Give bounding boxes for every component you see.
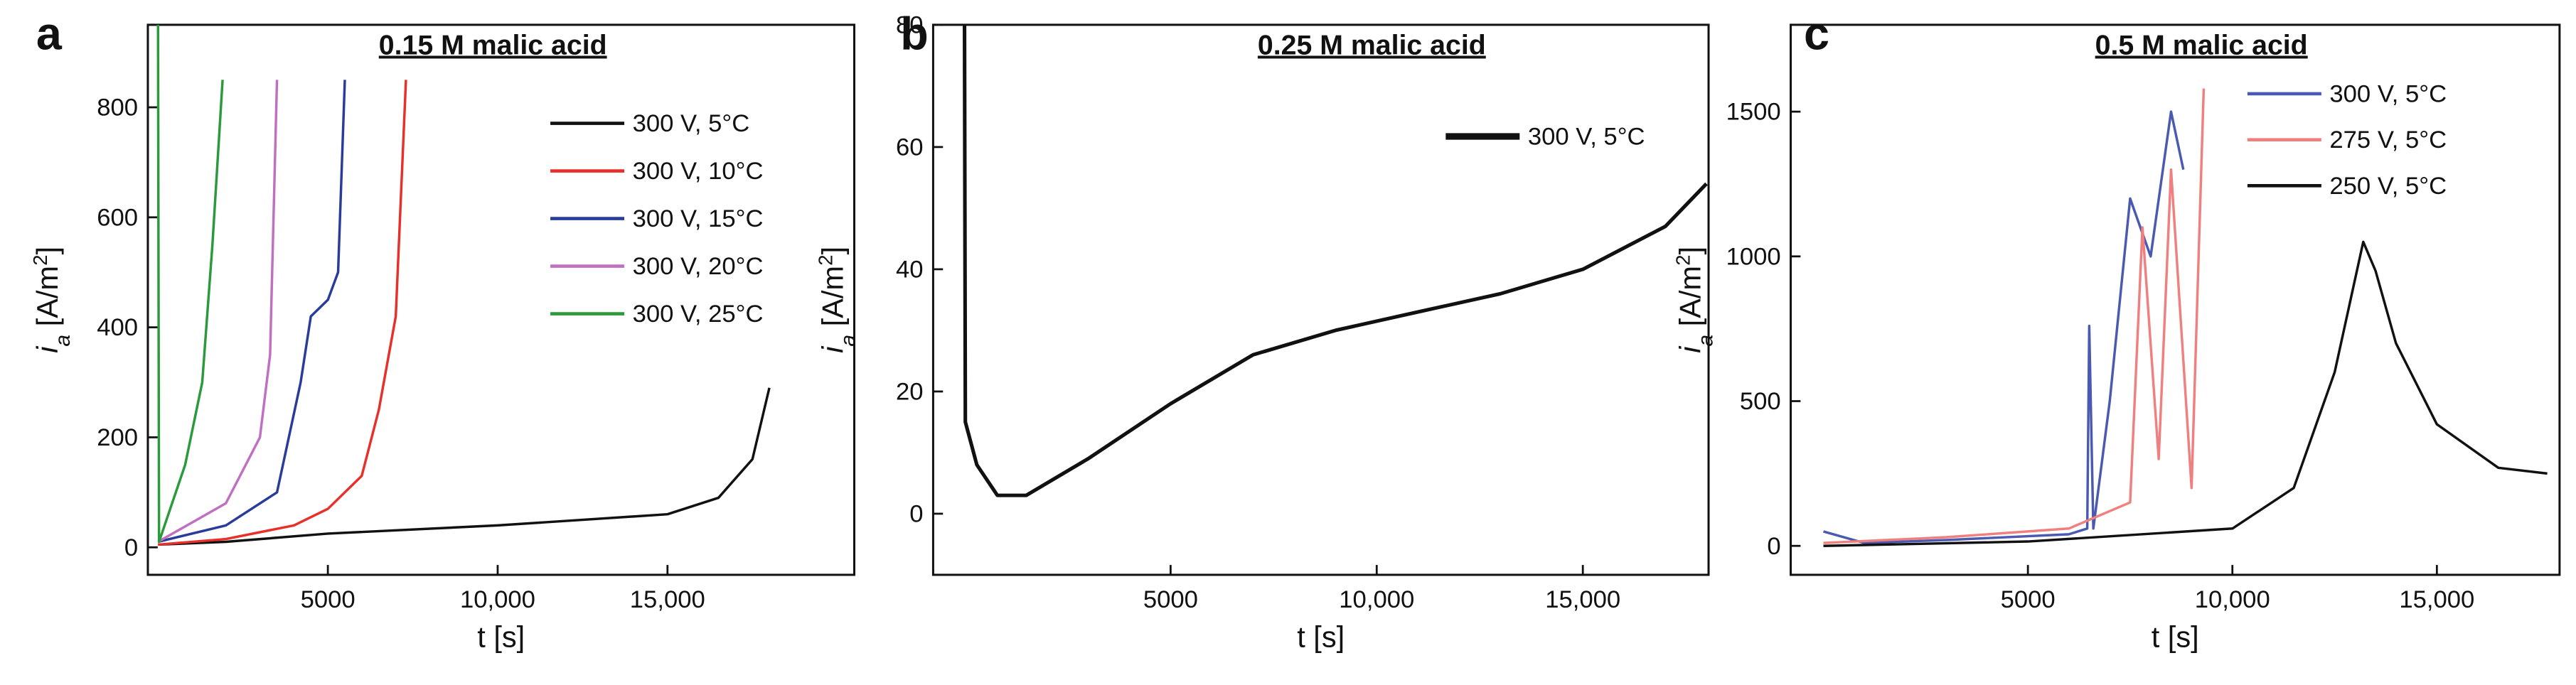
chart-title: 0.5 M malic acid [2095, 29, 2308, 60]
y-tick-label: 40 [896, 256, 924, 283]
legend-label: 300 V, 5°C [633, 110, 750, 137]
series-line [1823, 88, 2206, 544]
y-tick-label: 80 [896, 11, 924, 38]
y-tick-label: 800 [97, 95, 138, 122]
series-line [158, 387, 771, 546]
y-axis-label-part: [A/m [1673, 266, 1706, 335]
y-axis-label-part: 2 [28, 255, 50, 266]
y-tick-label: 0 [124, 534, 138, 561]
x-tick-label: 5000 [301, 586, 356, 613]
legend-label: 300 V, 15°C [633, 205, 764, 232]
x-tick-label: 10,000 [2195, 586, 2270, 613]
series-line [1823, 110, 2185, 544]
legend-label: 300 V, 25°C [633, 301, 764, 328]
y-tick-label: 0 [1767, 533, 1780, 560]
y-axis-label: ia [A/m2] [1672, 247, 1717, 353]
y-axis-label-part: a [1694, 335, 1717, 347]
y-tick-label: 1500 [1726, 99, 1781, 126]
y-tick-label: 400 [97, 314, 138, 341]
y-tick-label: 500 [1740, 388, 1781, 415]
x-axis-label: t [s] [477, 620, 525, 654]
panel: c 0.5 M malic acid 0 500 1000 1500 5000 10,000 1… [1672, 8, 2561, 654]
x-tick-label: 5000 [2001, 586, 2056, 613]
x-tick-label: 15,000 [630, 586, 705, 613]
series-line [963, 24, 1708, 497]
y-tick-label: 600 [97, 204, 138, 231]
y-axis-label-part: ] [816, 247, 849, 255]
x-tick-label: 10,000 [1339, 586, 1414, 613]
legend-label: 300 V, 5°C [1528, 124, 1645, 151]
y-axis-label-part: 2 [1672, 255, 1694, 266]
legend-label: 275 V, 5°C [2329, 126, 2447, 153]
panel-label: a [36, 8, 63, 60]
plot-frame [1790, 23, 2561, 576]
y-axis-label-part: a [50, 335, 74, 347]
y-tick-label: 200 [97, 424, 138, 451]
plot-frame [931, 23, 1710, 576]
legend-label: 250 V, 5°C [2329, 173, 2447, 200]
series-line [157, 80, 279, 544]
x-axis-label: t [s] [2152, 620, 2199, 654]
legend-label: 300 V, 5°C [2329, 80, 2447, 107]
panel-label: b [900, 8, 929, 60]
x-tick-label: 15,000 [2399, 586, 2474, 613]
chart-title: 0.15 M malic acid [379, 29, 607, 60]
y-tick-label: 0 [909, 500, 923, 527]
y-axis-label-part: [A/m [816, 266, 849, 335]
y-axis-label-part: i [1673, 345, 1706, 353]
y-axis-label-part: ] [1673, 247, 1706, 255]
series-line [157, 80, 346, 544]
chart-title: 0.25 M malic acid [1258, 29, 1486, 60]
panel: b 0.25 M malic acid 0 20 40 60 80 5000 10,000 15,… [814, 8, 1710, 654]
x-tick-label: 15,000 [1545, 586, 1620, 613]
y-tick-label: 1000 [1726, 243, 1781, 270]
series-line [158, 80, 407, 546]
y-axis-label-part: i [31, 345, 64, 353]
panel: a 0.15 M malic acid 0 200 400 600 800 5000 10,00… [28, 8, 856, 654]
y-axis-label-part: ] [31, 247, 64, 255]
panel-label: c [1804, 8, 1829, 60]
x-axis-label: t [s] [1297, 620, 1345, 654]
y-axis-label-part: i [816, 345, 849, 353]
y-axis-label: ia [A/m2] [28, 247, 74, 353]
x-tick-label: 10,000 [460, 586, 535, 613]
legend-label: 300 V, 10°C [633, 158, 764, 185]
y-axis-label-part: [A/m [31, 266, 64, 335]
x-tick-label: 5000 [1143, 586, 1198, 613]
y-axis-label-part: a [836, 335, 860, 347]
series-line [156, 24, 224, 544]
legend-label: 300 V, 20°C [633, 253, 764, 280]
plot-frame [146, 23, 856, 576]
series-line [1823, 240, 2548, 548]
y-tick-label: 60 [896, 134, 924, 161]
y-axis-label: ia [A/m2] [814, 247, 860, 353]
y-axis-label-part: 2 [814, 255, 836, 266]
y-tick-label: 20 [896, 378, 924, 405]
